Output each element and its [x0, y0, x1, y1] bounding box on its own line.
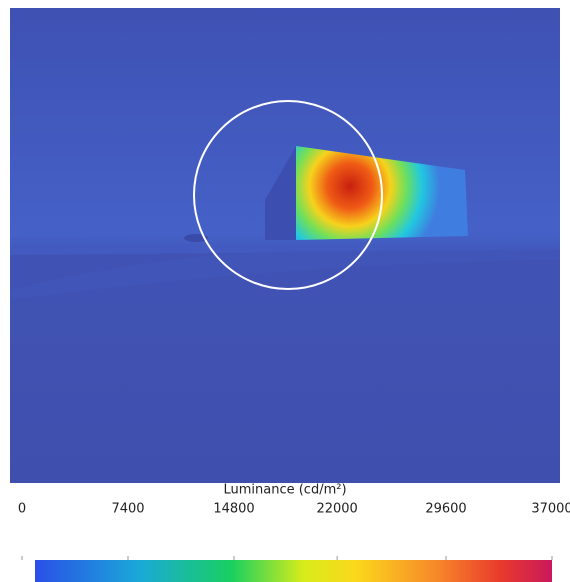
colorbar: Luminance (cd/m²) 0 7400 14800 22000 29600 37…	[18, 483, 570, 582]
building-side	[265, 146, 296, 240]
focus-circle	[193, 100, 383, 290]
colorbar-gradient	[35, 560, 552, 582]
colorbar-tick-label: 37000	[531, 502, 570, 517]
colorbar-tick-label: 7400	[111, 502, 144, 517]
colorbar-title: Luminance (cd/m²)	[223, 483, 346, 498]
colorbar-tick-label: 29600	[425, 502, 466, 517]
colorbar-tick-label: 14800	[213, 502, 254, 517]
ground-object	[184, 234, 208, 242]
colorbar-tick-label: 22000	[316, 502, 357, 517]
ground-contour	[10, 248, 560, 300]
render-view	[10, 8, 560, 483]
colorbar-tick-label: 0	[18, 502, 26, 517]
